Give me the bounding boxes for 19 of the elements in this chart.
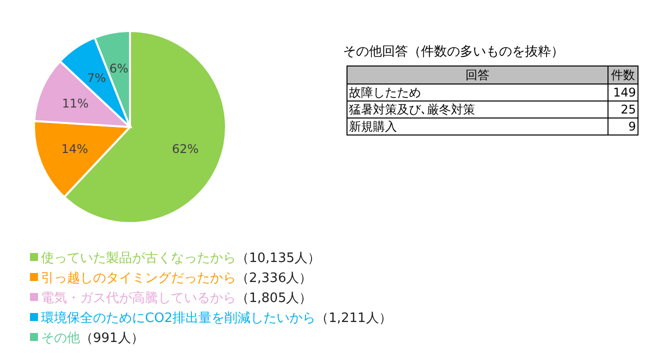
legend-label: 使っていた製品が古くなったから（10,135人）	[41, 250, 320, 266]
category-label: 新規購入	[349, 120, 397, 134]
data-label: 9	[628, 120, 636, 134]
data-label: 11%	[62, 96, 89, 110]
data-label: 14%	[61, 142, 88, 156]
text: 回答	[466, 68, 490, 82]
category-label: 猛暑対策及び､厳冬対策	[349, 102, 475, 116]
data-label: 149	[613, 86, 636, 100]
category-label: 故障したため	[349, 86, 421, 100]
legend-label: 引っ越しのタイミングだったから（2,336人）	[41, 270, 312, 286]
data-label: 6%	[109, 62, 128, 76]
legend-label: 環境保全のためにCO2排出量を削減したいから（1,211人）	[41, 310, 392, 326]
legend-label: 電気・ガス代が高騰しているから（1,805人）	[41, 290, 312, 306]
data-label: 25	[620, 102, 636, 116]
data-label: 62%	[172, 142, 199, 156]
data-label: 7%	[87, 70, 106, 85]
text: その他回答（件数の多いものを抜粋）	[343, 44, 564, 60]
legend-label: その他（991人）	[41, 330, 144, 346]
text: 件数	[611, 68, 635, 82]
